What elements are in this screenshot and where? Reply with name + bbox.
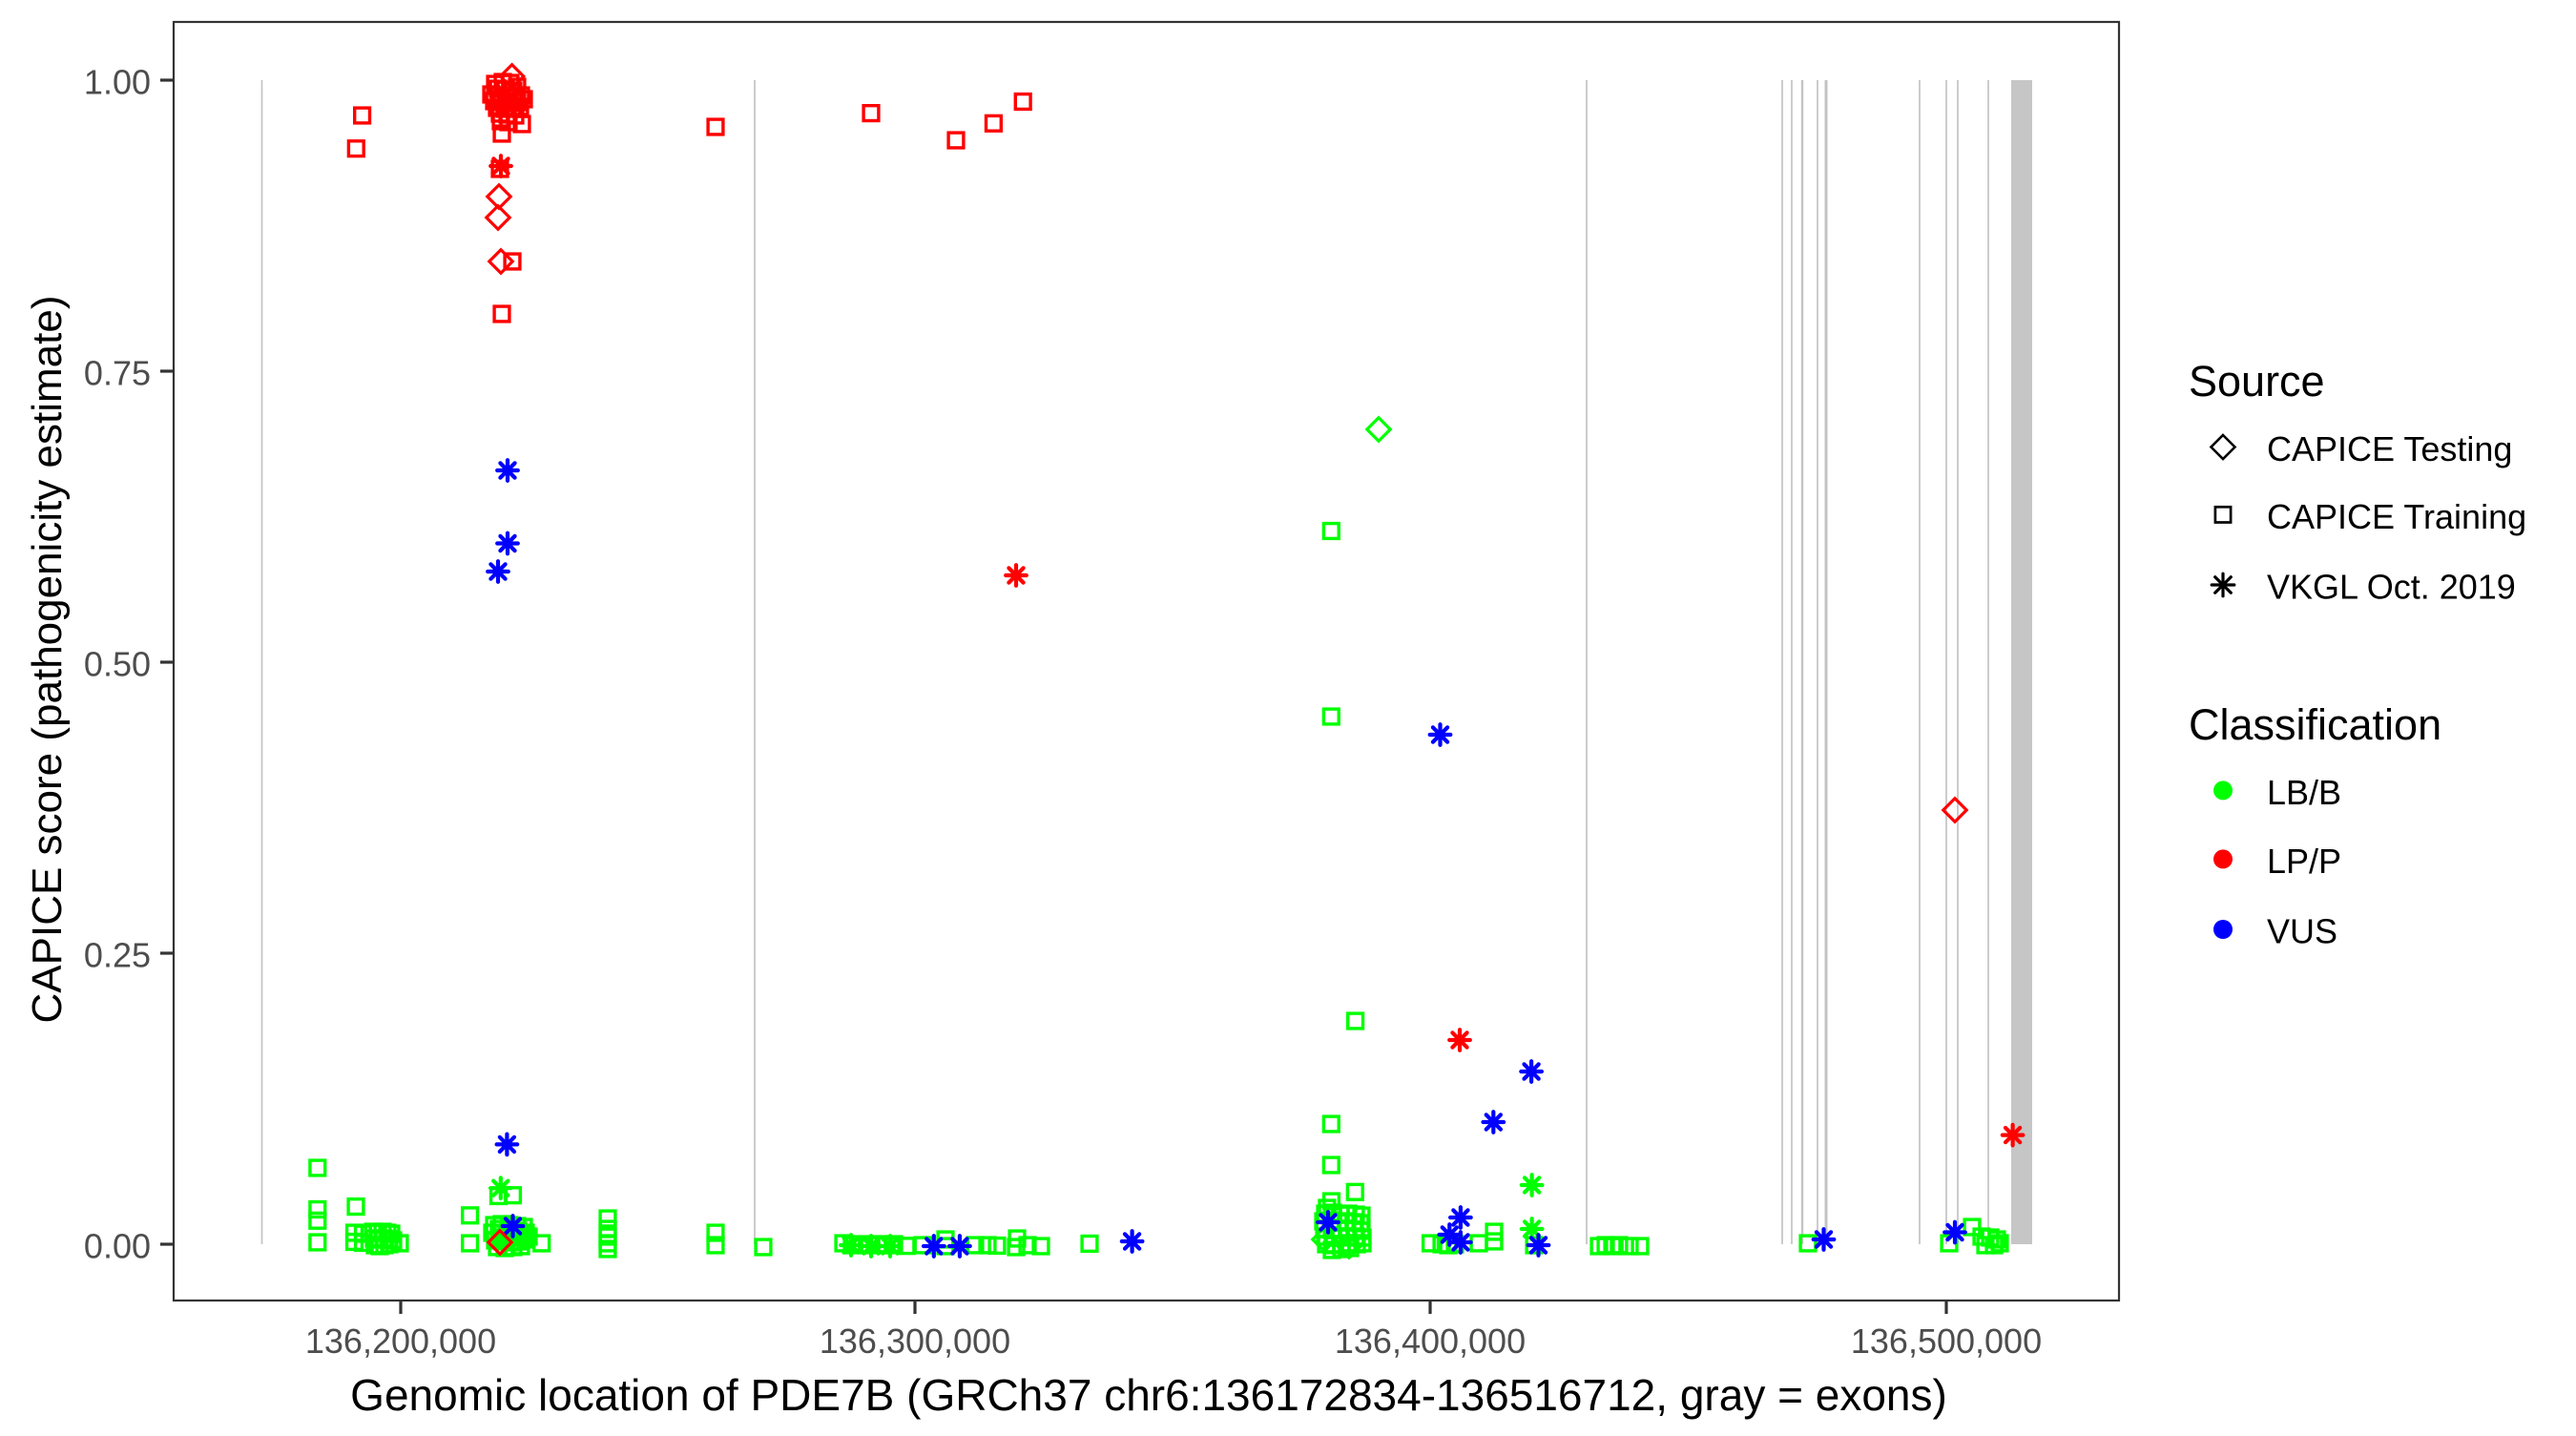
- svg-text:0.25: 0.25: [84, 936, 151, 975]
- svg-text:136,500,000: 136,500,000: [1851, 1322, 2042, 1361]
- svg-text:0.00: 0.00: [84, 1227, 151, 1266]
- svg-text:CAPICE score (pathogenicity es: CAPICE score (pathogenicity estimate): [24, 296, 71, 1024]
- svg-text:Classification: Classification: [2189, 700, 2441, 749]
- svg-text:0.50: 0.50: [84, 645, 151, 684]
- svg-text:VKGL Oct. 2019: VKGL Oct. 2019: [2267, 568, 2516, 607]
- svg-text:136,400,000: 136,400,000: [1335, 1322, 1526, 1361]
- svg-text:CAPICE Testing: CAPICE Testing: [2267, 429, 2512, 468]
- svg-text:0.75: 0.75: [84, 354, 151, 393]
- svg-text:LB/B: LB/B: [2267, 773, 2341, 812]
- svg-text:136,300,000: 136,300,000: [820, 1322, 1010, 1361]
- svg-text:1.00: 1.00: [84, 63, 151, 102]
- svg-text:VUS: VUS: [2267, 912, 2337, 951]
- svg-text:Source: Source: [2189, 357, 2325, 406]
- svg-text:LP/P: LP/P: [2267, 842, 2341, 881]
- svg-text:CAPICE Training: CAPICE Training: [2267, 497, 2526, 536]
- svg-text:Genomic location of PDE7B (GRC: Genomic location of PDE7B (GRCh37 chr6:1…: [350, 1370, 1947, 1420]
- svg-text:136,200,000: 136,200,000: [305, 1322, 496, 1361]
